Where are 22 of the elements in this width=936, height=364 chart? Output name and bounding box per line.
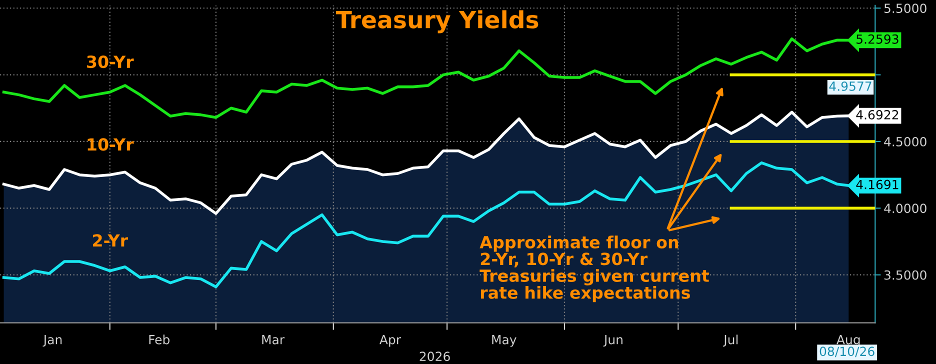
chart-title: Treasury Yields <box>336 10 538 34</box>
series-label: 2-Yr <box>93 234 128 247</box>
data-label: 4.1691 <box>856 180 898 190</box>
y-tick-label: 4.5000 <box>884 136 926 146</box>
annotation: Approximate floor on 2-Yr, 10-Yr & 30-Yr Treasuries given current rate hike expectations <box>480 236 710 302</box>
y-tick-label: 5.5000 <box>884 4 926 14</box>
x-tick-label: Jan <box>42 335 62 347</box>
x-axis-title: 2026 <box>420 352 450 362</box>
series-label: 10-Yr <box>88 138 134 151</box>
x-tick-label: Mar <box>262 335 285 344</box>
x-tick-label: Jun <box>603 335 622 347</box>
series-label: 30-Yr <box>87 55 134 68</box>
y-tick-label: 4.0000 <box>884 204 926 214</box>
x-tick-label: Apr <box>380 335 402 347</box>
annotation: 4.9577 <box>829 81 872 91</box>
data-label: 4.6922 <box>856 110 898 120</box>
x-tick-label: May <box>492 335 516 347</box>
text: 08/10/26 <box>820 346 874 358</box>
x-tick-label: Feb <box>149 334 170 344</box>
data-label: 5.2593 <box>856 34 898 44</box>
x-tick-label: Jul <box>723 334 738 347</box>
y-tick-label: 3.5000 <box>884 270 926 280</box>
